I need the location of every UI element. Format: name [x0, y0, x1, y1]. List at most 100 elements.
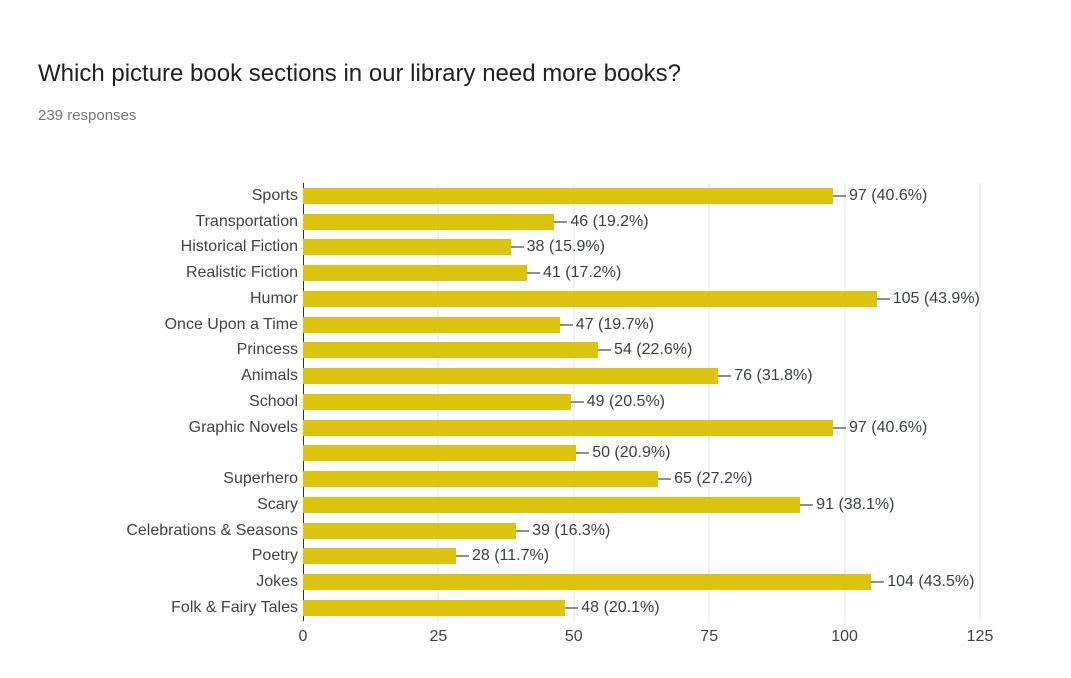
bar-chart: Sports 97 (40.6%) Transportation 46 (19.2%)… [38, 183, 994, 649]
bar [303, 213, 555, 230]
chart-row: Graphic Novels 97 (40.6%) [38, 415, 986, 441]
bar [303, 548, 456, 565]
value-label: 50 (20.9%) [592, 444, 671, 462]
bar [303, 574, 872, 591]
chart-row: 50 (20.9%) [38, 441, 986, 467]
whisker-line [570, 400, 584, 403]
responses-count: 239 responses [38, 107, 137, 124]
chart-row: Animals 76 (31.8%) [38, 363, 986, 389]
category-label: Sports [251, 186, 298, 204]
bar [303, 265, 528, 282]
bar [303, 522, 517, 539]
x-tick-label: 50 [564, 627, 583, 645]
whisker-line [565, 606, 579, 609]
whisker-line [833, 194, 846, 197]
x-tick-label: 25 [429, 627, 448, 645]
category-label: Humor [249, 289, 298, 307]
bar [303, 368, 719, 385]
value-label: 48 (20.1%) [581, 598, 660, 616]
chart-row: Folk & Fairy Tales 48 (20.1%) [38, 595, 986, 621]
chart-row: Celebrations & Seasons 39 (16.3%) [38, 518, 986, 544]
x-tick-label: 100 [831, 627, 858, 645]
chart-row: Princess 54 (22.6%) [38, 338, 986, 364]
bar-track: 97 (40.6%) [303, 187, 986, 205]
bar-track: 105 (43.9%) [303, 290, 986, 308]
x-tick-label: 125 [966, 627, 994, 645]
x-axis: 0 25 50 75 100 125 [299, 621, 994, 649]
category-label: Princess [236, 341, 298, 359]
value-label: 28 (11.7%) [471, 547, 550, 565]
value-label: 97 (40.6%) [849, 186, 928, 204]
value-label: 91 (38.1%) [816, 495, 895, 513]
bar-track: 49 (20.5%) [303, 393, 986, 411]
category-label: Once Upon a Time [164, 315, 298, 333]
whisker-line [833, 426, 846, 429]
bar [303, 290, 877, 307]
bar-track: 48 (20.1%) [303, 599, 986, 617]
whisker-line [871, 581, 885, 584]
category-label: Superhero [223, 470, 298, 488]
bar-track: 54 (22.6%) [303, 341, 986, 359]
bar [303, 342, 599, 359]
question-title: Which picture book sections in our libra… [38, 60, 681, 87]
bar-track: 39 (16.3%) [303, 522, 986, 540]
chart-row: Historical Fiction 38 (15.9%) [38, 235, 986, 261]
value-label: 104 (43.5%) [887, 573, 975, 591]
value-label: 76 (31.8%) [734, 367, 813, 385]
chart-row: Once Upon a Time 47 (19.7%) [38, 312, 986, 338]
chart-row: Sports 97 (40.6%) [38, 183, 986, 209]
value-label: 97 (40.6%) [849, 418, 928, 436]
category-label: Graphic Novels [188, 418, 298, 436]
bar [303, 496, 801, 513]
category-label: Realistic Fiction [185, 264, 298, 282]
chart-row: Jokes 104 (43.5%) [38, 569, 986, 595]
value-label: 49 (20.5%) [586, 392, 665, 410]
x-tick-label: 0 [298, 627, 308, 645]
bar-track: 50 (20.9%) [303, 444, 986, 462]
chart-row: Poetry 28 (11.7%) [38, 544, 986, 570]
category-label: Transportation [195, 212, 298, 230]
bar [303, 445, 577, 462]
gridline [844, 183, 846, 621]
whisker-line [718, 375, 732, 378]
chart-row: Superhero 65 (27.2%) [38, 466, 986, 492]
category-label: School [249, 392, 298, 410]
bar [303, 419, 833, 436]
category-label: Folk & Fairy Tales [171, 598, 298, 616]
value-label: 65 (27.2%) [674, 470, 753, 488]
bar-track: 65 (27.2%) [303, 470, 986, 488]
category-label: Animals [241, 367, 298, 385]
chart-row: Realistic Fiction 41 (17.2%) [38, 260, 986, 286]
bar [303, 599, 566, 616]
bar [303, 187, 833, 204]
value-label: 105 (43.9%) [892, 289, 980, 307]
value-label: 47 (19.7%) [575, 315, 655, 333]
category-label: Jokes [256, 573, 298, 591]
bar-track: 41 (17.2%) [303, 264, 986, 282]
gridline [708, 183, 710, 621]
gridline [979, 183, 981, 621]
bar-track: 76 (31.8%) [303, 367, 986, 385]
whisker-line [559, 323, 573, 326]
whisker-line [554, 220, 568, 223]
bar-track: 46 (19.2%) [303, 213, 986, 231]
bar [303, 471, 659, 488]
whisker-line [598, 349, 612, 352]
bar [303, 239, 511, 256]
chart-row: Humor 105 (43.9%) [38, 286, 986, 312]
bar-track: 47 (19.7%) [303, 316, 986, 334]
x-tick-label: 75 [700, 627, 719, 645]
bar [303, 316, 560, 333]
bar-track: 38 (15.9%) [303, 238, 986, 256]
value-label: 39 (16.3%) [532, 521, 611, 539]
bar-track: 91 (38.1%) [303, 496, 986, 514]
value-label: 46 (19.2%) [570, 212, 649, 230]
whisker-line [876, 297, 890, 300]
chart-row: Scary 91 (38.1%) [38, 492, 986, 518]
chart-row: Transportation 46 (19.2%) [38, 209, 986, 235]
category-label: Poetry [251, 547, 298, 565]
bar [303, 393, 571, 410]
category-label: Celebrations & Seasons [126, 521, 298, 539]
value-label: 41 (17.2%) [543, 264, 622, 282]
